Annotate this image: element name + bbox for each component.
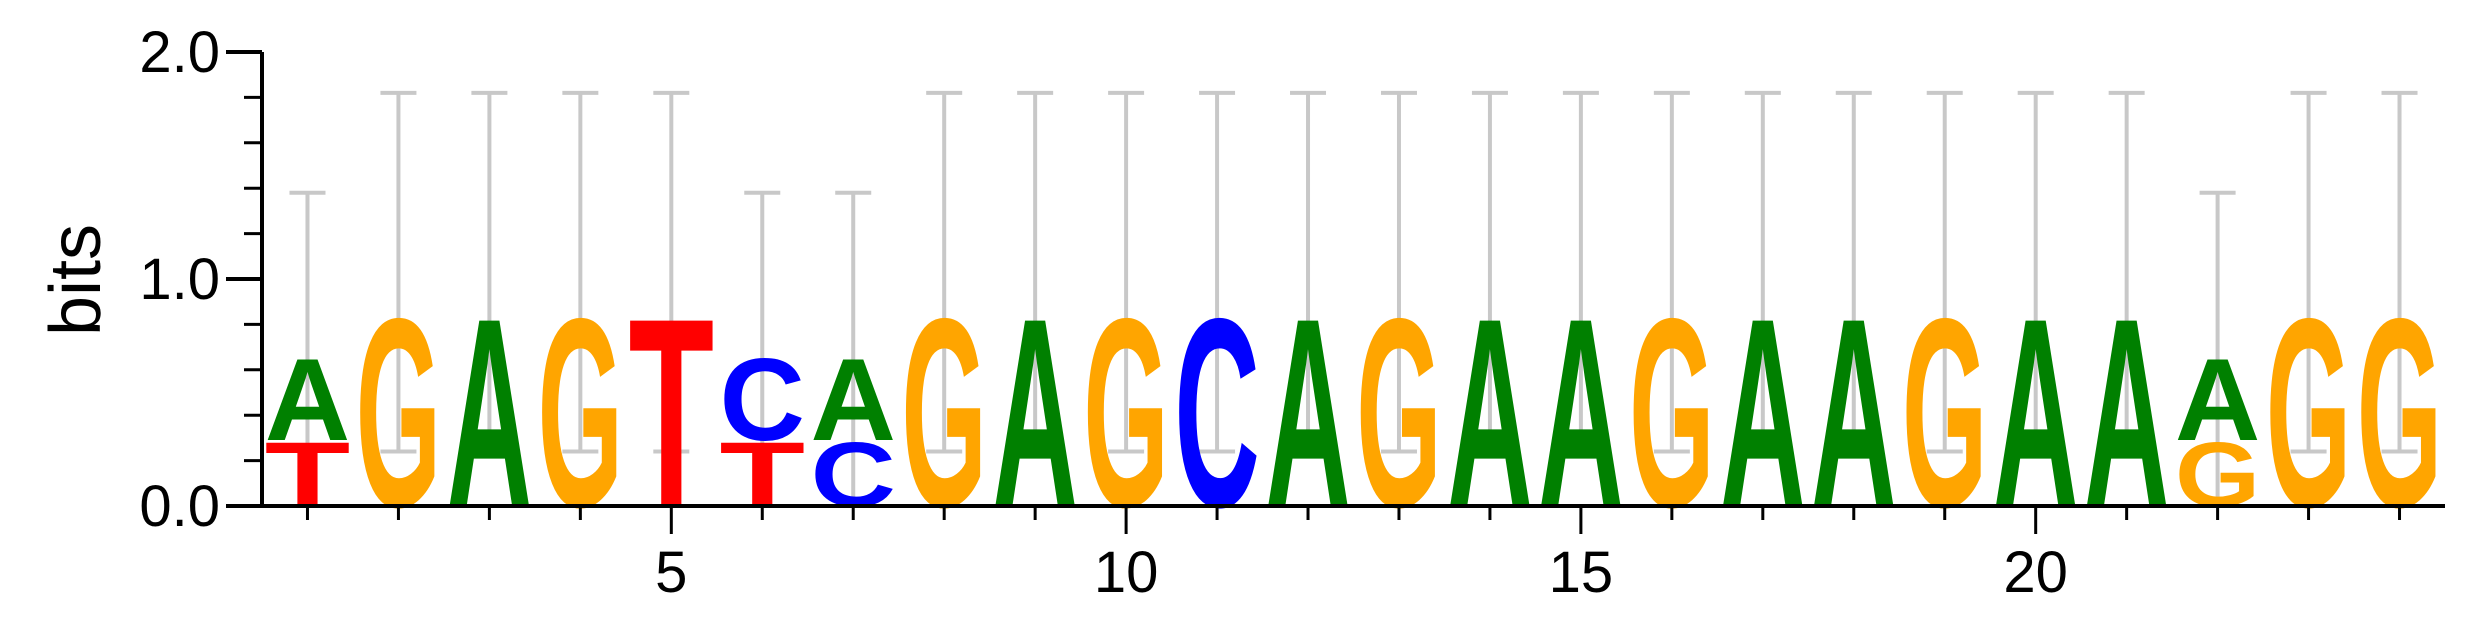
error-bars — [289, 90, 2418, 506]
letter-glyph: A — [810, 334, 895, 465]
letter-a: A — [265, 334, 350, 465]
x-tick-label: 10 — [1094, 540, 1159, 605]
y-tick-label: 2.0 — [139, 20, 220, 85]
y-ticks: 0.0 1.0 2.0 — [139, 20, 262, 539]
axes: 0.0 1.0 2.0 5 10 15 20 bits — [36, 20, 2445, 605]
letter-a: A — [2175, 334, 2260, 465]
y-axis-label: bits — [36, 224, 116, 336]
x-tick-label: 15 — [1549, 540, 1614, 605]
letter-glyph: C — [720, 334, 805, 465]
letter-glyph: A — [265, 334, 350, 465]
x-ticks: 5 10 15 20 — [305, 506, 2402, 605]
y-tick-label: 1.0 — [139, 247, 220, 312]
letter-glyph: A — [2175, 334, 2260, 465]
x-tick-label: 5 — [655, 540, 687, 605]
letter-c: C — [720, 334, 805, 465]
x-tick-label: 20 — [2003, 540, 2068, 605]
y-tick-label: 0.0 — [139, 474, 220, 539]
letter-a: A — [810, 334, 895, 465]
